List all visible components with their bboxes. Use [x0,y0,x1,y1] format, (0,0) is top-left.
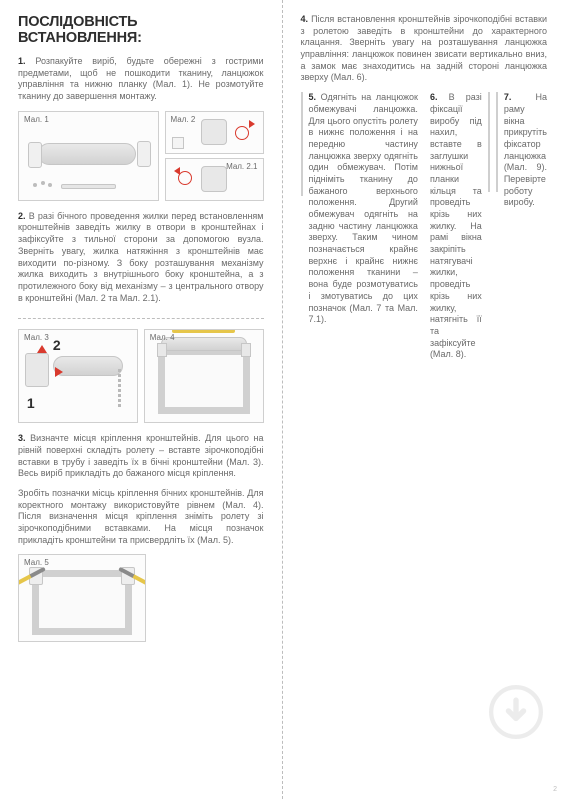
figure-row-3: Мал. 5 [18,554,264,642]
page-number: 2 [553,786,557,793]
figure-3: Мал. 3 1 2 [18,329,138,423]
divider-1 [18,318,264,319]
figure-1: Мал. 1 [18,111,159,201]
figure-2: Мал. 2 [165,111,264,154]
step-4-text: 4. Після встановлення кронштейнів зірочк… [301,14,548,84]
figure-8: Мал. 8 [488,92,490,192]
step-3a-text: 3. Визначте місця кріплення кронштейнів.… [18,433,264,480]
figure-7: Мал. 7 [301,143,302,145]
figure-4: Мал. 4 [144,329,264,423]
figure-row-5: Мал. 8 Мал. 9 [488,92,498,192]
watermark-icon [489,685,543,739]
figure-row-4: Мал. 6 click Мал. 7 Мал. 7.1 [301,92,548,196]
figure-5-label: Мал. 5 [24,558,49,567]
left-column: ПОСЛІДОВНІСТЬ ВСТАНОВЛЕННЯ: 1. Розпакуйт… [0,0,283,799]
figure-row-1: Мал. 1 Мал. 2 [18,111,264,201]
step-5-text: 5. Одягніть на ланцюжок обмежувачі ланцю… [309,92,418,188]
page-title: ПОСЛІДОВНІСТЬ ВСТАНОВЛЕННЯ: [18,14,264,46]
figure-2-1-label: Мал. 2.1 [226,162,257,171]
step-3b-text: Зробіть позначки місць кріплення бічних … [18,488,264,546]
right-column: 4. Після встановлення кронштейнів зірочк… [283,0,565,799]
figure-9: Мал. 9 [496,92,498,192]
badge-1: 1 [27,395,35,411]
figure-7-1: Мал. 7.1 [302,143,303,145]
figure-1-label: Мал. 1 [24,115,49,124]
step-2-text: 2. В разі бічного проведення жилки перед… [18,211,264,305]
figure-3-label: Мал. 3 [24,333,49,342]
step-6-text: 6. В разі фіксації виробу під нахил, вст… [430,92,482,188]
figure-6: Мал. 6 click Мал. 7 Мал. 7.1 [301,92,303,196]
figure-4-label: Мал. 4 [150,333,175,342]
figure-row-2: Мал. 3 1 2 Мал. 4 [18,329,264,423]
figure-2-1: Мал. 2.1 [165,158,264,201]
badge-2: 2 [53,337,61,353]
figure-2-label: Мал. 2 [171,115,196,124]
figure-5: Мал. 5 [18,554,146,642]
step-7-text: 7. На раму вікна прикрутіть фіксатор лан… [504,92,547,188]
step-1-text: 1. Розпакуйте виріб, будьте обережні з г… [18,56,264,103]
